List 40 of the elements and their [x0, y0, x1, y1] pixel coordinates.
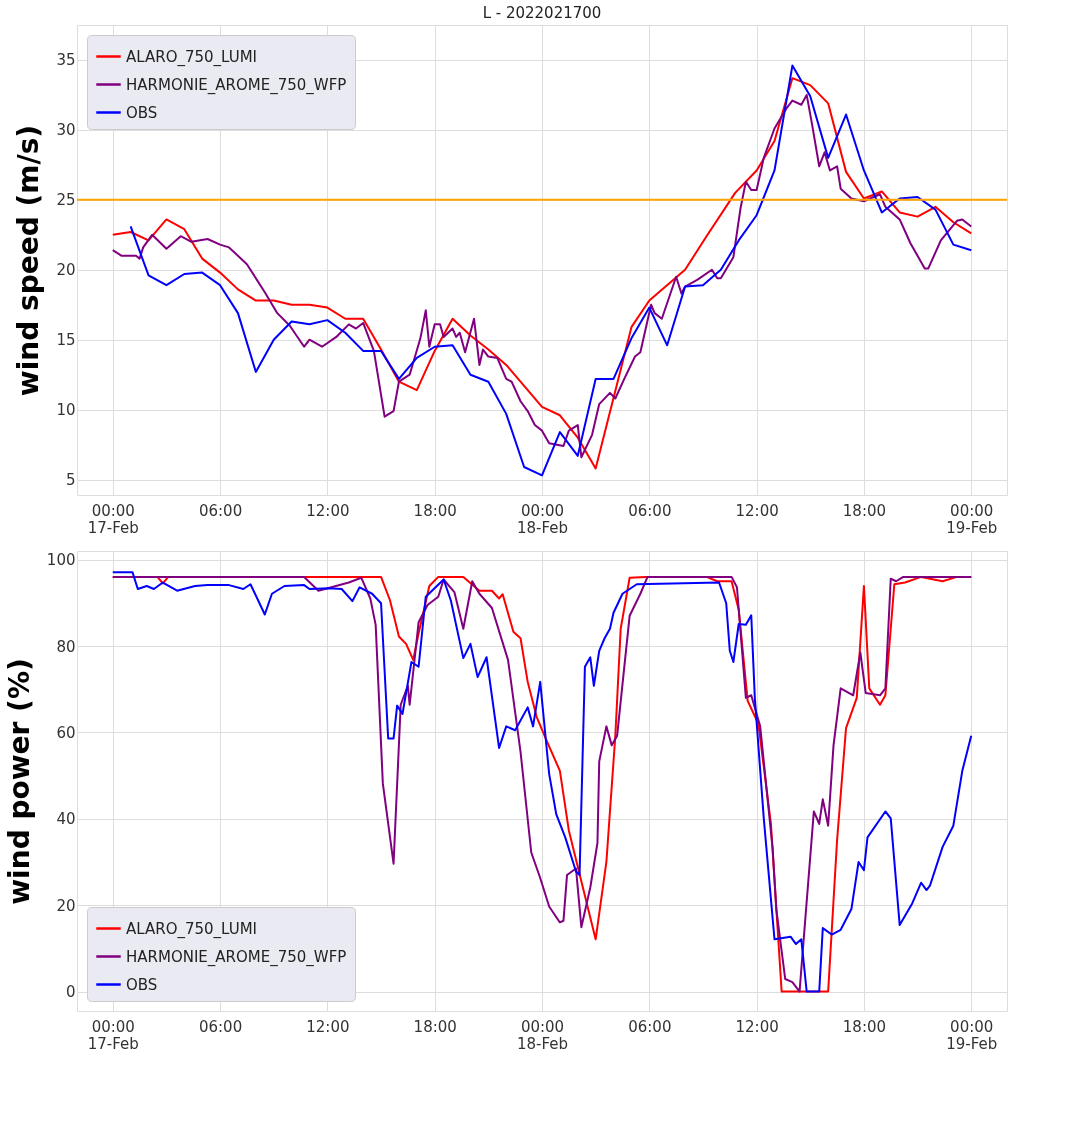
y-tick-label: 20	[56, 896, 76, 915]
legend-label: HARMONIE_AROME_750_WFP	[126, 75, 347, 95]
legend-label: HARMONIE_AROME_750_WFP	[126, 947, 347, 967]
y-tick-label: 35	[56, 51, 76, 70]
y-tick-label: 40	[56, 810, 76, 829]
x-tick-label: 00:00 19-Feb	[946, 1017, 998, 1053]
y-axis-title: wind power (%)	[2, 658, 36, 905]
x-tick-label: 12:00	[306, 1017, 350, 1036]
x-tick-label: 06:00	[628, 501, 672, 520]
x-tick-label: 18:00	[413, 1017, 457, 1036]
x-tick-label: 06:00	[198, 1017, 243, 1036]
y-tick-label: 25	[56, 191, 76, 210]
y-axis-title: wind speed (m/s)	[12, 124, 46, 397]
legend-label: ALARO_750_LUMI	[126, 47, 258, 67]
x-tick-label: 00:00 17-Feb	[87, 501, 139, 537]
legend-label: ALARO_750_LUMI	[126, 919, 258, 939]
x-tick-label: 00:00 19-Feb	[946, 501, 998, 537]
x-tick-label: 06:00	[198, 501, 243, 520]
x-tick-label: 12:00	[735, 1017, 779, 1036]
legend-label: OBS	[126, 975, 158, 994]
y-tick-label: 0	[65, 983, 76, 1002]
x-tick-label: 00:00 18-Feb	[516, 1017, 569, 1053]
x-tick-label: 00:00 17-Feb	[87, 1017, 139, 1053]
legend-label: OBS	[126, 103, 158, 122]
x-tick-label: 12:00	[306, 501, 350, 520]
x-tick-label: 18:00	[413, 501, 457, 520]
x-tick-label: 18:00	[842, 501, 887, 520]
y-tick-label: 60	[56, 723, 76, 742]
y-tick-label: 5	[65, 471, 76, 490]
y-tick-label: 30	[56, 121, 76, 140]
x-tick-label: 12:00	[735, 501, 779, 520]
x-tick-label: 00:00 18-Feb	[516, 501, 569, 537]
chart-title: L - 2022021700	[482, 4, 602, 22]
y-tick-label: 20	[56, 261, 76, 280]
y-tick-label: 100	[46, 551, 76, 570]
y-tick-label: 80	[56, 637, 76, 656]
x-tick-label: 18:00	[842, 1017, 887, 1036]
y-tick-label: 10	[56, 401, 76, 420]
y-tick-label: 15	[56, 331, 76, 350]
x-tick-label: 06:00	[628, 1017, 672, 1036]
